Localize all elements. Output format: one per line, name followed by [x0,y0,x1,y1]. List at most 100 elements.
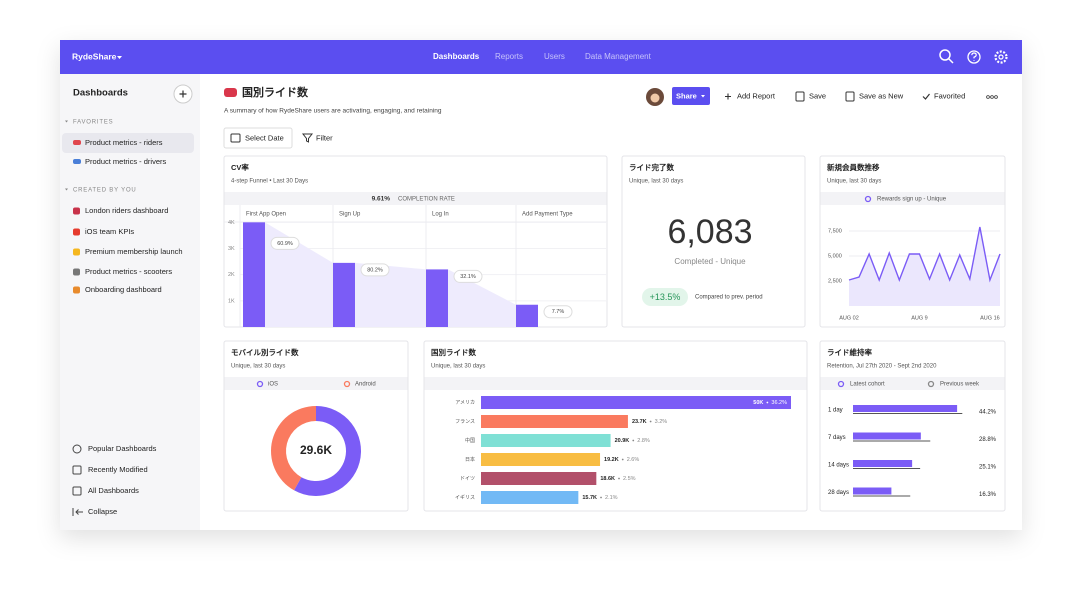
card-title: CV率 [231,162,249,172]
favorited-icon [922,93,930,100]
filter-button[interactable]: Filter [316,133,333,142]
y-tick-label: ドイツ [460,476,475,482]
card-band [424,377,807,390]
conversion-label: 80.2% [367,267,383,273]
section-label: FAVORITES [73,120,113,126]
line-series [848,226,1001,283]
created-caret [65,188,68,191]
legend-marker [343,380,351,388]
dashboard-description: A summary of how RydeShare users are act… [224,108,442,115]
header-action[interactable]: Save as New [859,91,904,100]
conversion-pill [543,305,573,319]
legend-label: Rewards sign up - Unique [877,197,947,203]
card-title: 新規会員数推移 [827,162,880,172]
header-action[interactable]: Save [809,91,826,100]
legend-marker [864,195,872,203]
sidebar-item[interactable]: Premium membership launch [85,247,183,256]
card-subtitle: Unique, last 30 days [431,364,485,370]
share-label: 2.5% [623,476,636,482]
y-tick-label: 日本 [465,456,475,463]
card-band [820,377,1005,390]
conversion-pill [453,269,483,283]
brand[interactable]: RydeShare [72,51,117,61]
header-action[interactable]: Favorited [934,91,965,100]
legend-marker [837,380,845,388]
bar [333,262,355,327]
item-icon [73,207,80,215]
sidebar-item[interactable]: Product metrics - drivers [85,157,167,166]
bar [426,269,448,327]
item-icon [73,140,81,145]
conversion-pill [270,236,300,250]
nav-link[interactable]: Dashboards [433,52,480,61]
search-icon[interactable] [939,49,951,61]
select-date-label: Select Date [245,133,284,142]
sidebar-item[interactable]: Product metrics - scooters [85,267,172,276]
sidebar-item[interactable]: Product metrics - riders [85,138,163,147]
dashboard-title: 国別ライド数 [242,85,309,99]
y-tick-label: アメリカ [455,400,475,406]
card-title: ライド維持率 [827,347,872,357]
nav-link[interactable]: Reports [495,52,523,61]
item-icon [73,248,80,256]
card-subtitle: Unique, last 30 days [231,364,285,370]
row-label: 28 days [828,490,849,496]
bar [481,453,601,466]
item-icon [73,286,80,294]
sidebar-item[interactable]: Onboarding dashboard [85,285,162,294]
step-label: First App Open [246,212,286,218]
bar [853,460,913,467]
legend-marker [256,380,264,388]
completion-label: COMPLETION RATE [398,197,455,203]
share-label: 36.2% [771,400,787,406]
settings-icon-core [998,54,1004,60]
label-separator [618,477,620,480]
calendar-icon [230,133,241,143]
card-title: 国別ライド数 [431,347,476,357]
y-tick-label: 2,500 [828,278,842,284]
nav-link[interactable]: Users [544,52,565,61]
item-icon [73,159,81,164]
item-icon [73,228,80,236]
add-dashboard-plus [179,90,187,98]
label-separator [600,496,602,499]
value-label: 28.8% [979,437,997,443]
share-label: Share [676,91,697,100]
completion-rate: 9.61% [372,196,391,203]
step-label: Log In [432,212,449,218]
bar [516,304,538,327]
value-label: 50K [753,400,763,406]
card-subtitle: Unique, last 30 days [827,179,881,185]
bar [481,396,791,409]
card-title: モバイル別ライド数 [231,347,299,357]
save-as-icon [845,91,855,102]
share-button[interactable] [672,87,710,105]
link-icon [72,444,82,454]
select-date-button[interactable] [223,127,293,149]
sidebar-link[interactable]: Popular Dashboards [88,444,157,453]
sidebar-link[interactable]: Recently Modified [88,465,148,474]
bar [243,222,265,327]
value-label: 19.2K [604,457,619,463]
value-label: 18.6K [600,476,615,482]
sidebar-link[interactable]: Collapse [88,507,117,516]
x-tick-label: AUG 02 [839,315,859,321]
y-tick-label: 5,000 [828,253,842,259]
conversion-label: 32.1% [460,274,476,280]
avatar-face [650,93,660,103]
x-tick-label: AUG 16 [980,315,1000,321]
more-dot [990,95,994,99]
sidebar-item[interactable]: London riders dashboard [85,206,168,215]
sidebar-link[interactable]: All Dashboards [88,486,139,495]
donut-slice [271,406,316,491]
sidebar-item[interactable]: iOS team KPIs [85,227,134,236]
x-tick-label: AUG 9 [911,315,928,321]
card-subtitle: Retention, Jul 27th 2020 - Sept 2nd 2020 [827,364,937,370]
search-icon-handle [947,57,954,64]
help-icon[interactable] [967,50,981,64]
header-action[interactable]: Add Report [737,91,776,100]
settings-icon[interactable] [994,50,1008,64]
nav-link[interactable]: Data Management [585,52,652,61]
row-label: 1 day [828,408,843,414]
